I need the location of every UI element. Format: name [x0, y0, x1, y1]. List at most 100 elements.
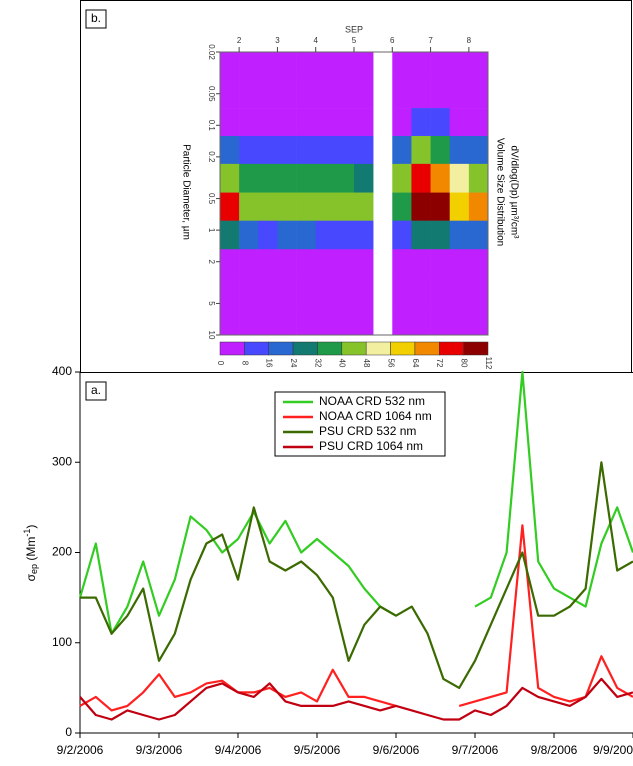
y-tick-label: 0.02 — [207, 44, 216, 60]
heat-cell — [220, 220, 240, 250]
y-tick-label: 0 — [65, 725, 72, 739]
y-tick-label: 0.2 — [207, 151, 216, 163]
heat-cell — [258, 52, 278, 80]
x-tick-label: 9/9/200 — [593, 743, 633, 757]
y-label-part: ep — [29, 564, 39, 574]
y-tick-label: 10 — [207, 331, 216, 340]
heat-cell — [392, 278, 412, 307]
heat-cell — [430, 249, 451, 279]
heat-cell — [449, 79, 470, 109]
series-line — [80, 461, 633, 689]
heat-cell — [334, 52, 355, 80]
legend-label: NOAA CRD 1064 nm — [319, 409, 432, 423]
x-tick-label: 4 — [313, 36, 318, 45]
heat-cell — [239, 192, 259, 221]
heat-cell — [258, 278, 278, 307]
colorbar-swatch — [463, 341, 489, 356]
heat-cell — [430, 79, 451, 109]
heat-cell — [277, 220, 297, 250]
heat-cell — [411, 249, 431, 279]
heat-cell — [334, 192, 355, 221]
colorbar-swatch — [390, 341, 416, 356]
heat-cell — [354, 52, 374, 80]
heat-cell — [392, 79, 412, 109]
heat-cell — [277, 135, 297, 165]
colorbar-tick-label: 80 — [460, 359, 469, 368]
heat-cell — [392, 306, 412, 336]
heat-cell — [430, 52, 451, 80]
heat-cell — [315, 306, 336, 336]
heat-cell — [468, 306, 489, 336]
heat-cell — [220, 306, 240, 336]
y-tick-label: 2 — [207, 259, 216, 264]
heat-cell — [411, 278, 431, 307]
heat-cell — [277, 163, 297, 193]
heat-cell — [220, 108, 240, 137]
colorbar-tick-label: 64 — [411, 359, 420, 368]
heat-cell — [296, 79, 317, 109]
heat-cell — [468, 192, 489, 221]
heat-cell — [468, 135, 489, 165]
heat-cell — [239, 249, 259, 279]
heat-cell — [334, 220, 355, 250]
colorbar-tick-label: 16 — [265, 359, 274, 368]
heat-cell — [296, 108, 317, 137]
heat-cell — [449, 52, 470, 80]
heat-cell — [277, 52, 297, 80]
x-tick-label: 9/8/2006 — [531, 743, 578, 757]
heat-cell — [315, 220, 336, 250]
colorbar-tick-label: 72 — [435, 359, 444, 368]
heat-cell — [411, 306, 431, 336]
heat-cell — [277, 249, 297, 279]
heat-cell — [315, 108, 336, 137]
heat-cell — [220, 278, 240, 307]
y-tick-label: 200 — [52, 545, 72, 559]
y-tick-label: 1 — [207, 228, 216, 233]
legend-label: NOAA CRD 532 nm — [319, 394, 425, 408]
x-tick-label: 6 — [390, 36, 395, 45]
colorbar-tick-label: 112 — [484, 357, 493, 370]
y-tick-label: 300 — [52, 454, 72, 468]
heat-cell — [354, 79, 374, 109]
heat-cell — [430, 108, 451, 137]
x-tick-label: 9/3/2006 — [136, 743, 183, 757]
heat-cell — [258, 249, 278, 279]
heat-cell — [392, 135, 412, 165]
colorbar-swatch — [317, 341, 343, 356]
heat-cell — [411, 108, 431, 137]
heat-cell — [468, 163, 489, 193]
heat-cell — [392, 108, 412, 137]
colorbar-tick-label: 0 — [216, 361, 225, 366]
heat-cell — [449, 108, 470, 137]
x-tick-label: 9/7/2006 — [452, 743, 499, 757]
heat-cell — [315, 278, 336, 307]
y-tick-label: 0.1 — [207, 120, 216, 132]
heat-cell — [239, 220, 259, 250]
heat-cell — [334, 306, 355, 336]
heat-cell — [449, 135, 470, 165]
heat-cell — [277, 108, 297, 137]
heat-cell — [411, 52, 431, 80]
heat-cell — [468, 278, 489, 307]
heat-cell — [411, 79, 431, 109]
x-tick-label: 9/5/2006 — [294, 743, 341, 757]
colorbar-swatch — [219, 341, 245, 356]
x-tick-label: 8 — [467, 36, 472, 45]
x-tick-label: 3 — [275, 36, 280, 45]
colorbar-swatch — [268, 341, 294, 356]
heat-cell — [315, 249, 336, 279]
heat-cell — [411, 220, 431, 250]
x-tick-label: 9/6/2006 — [373, 743, 420, 757]
heat-cell — [468, 108, 489, 137]
series-line — [79, 677, 633, 721]
heat-cell — [449, 249, 470, 279]
x-tick-label: 9/2/2006 — [57, 743, 104, 757]
heat-cell — [449, 278, 470, 307]
x-tick-label: 9/4/2006 — [215, 743, 262, 757]
series-line — [79, 524, 633, 712]
heat-cell — [354, 163, 374, 193]
heat-cell — [334, 135, 355, 165]
heat-cell — [392, 220, 412, 250]
heat-cell — [392, 192, 412, 221]
